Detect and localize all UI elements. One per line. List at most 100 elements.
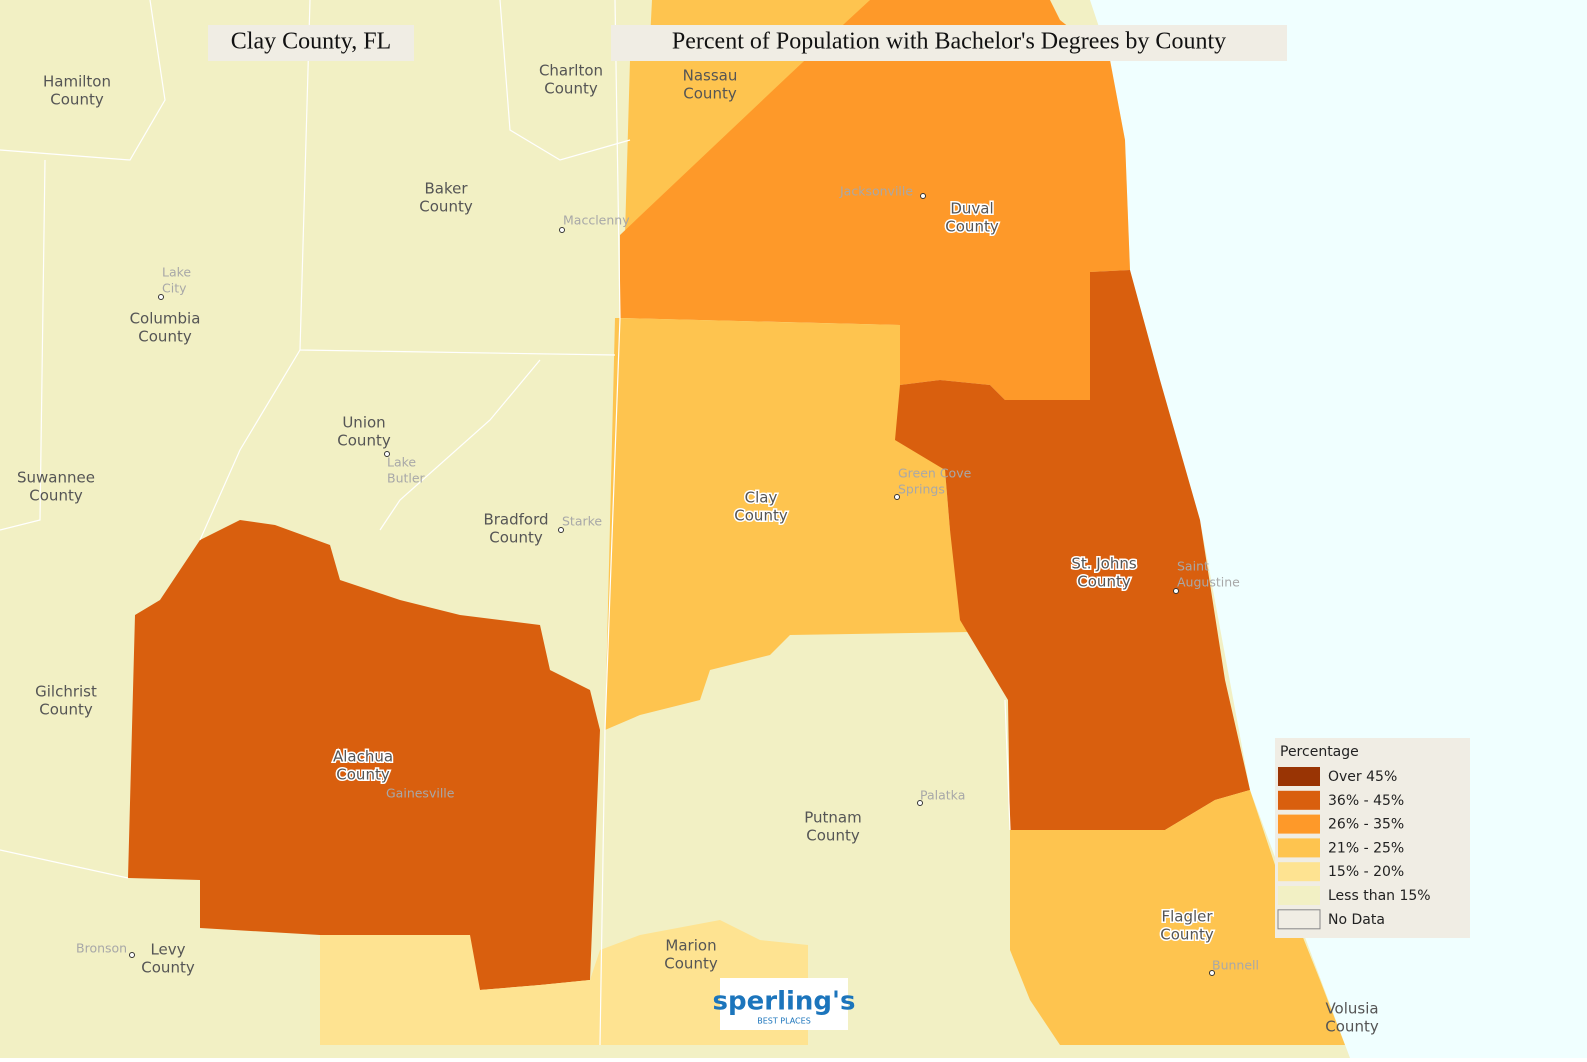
- duval: [620, 60, 1130, 400]
- city-dot: [1209, 970, 1215, 976]
- border: [0, 159, 46, 531]
- clay: [605, 318, 970, 730]
- county-label: Gilchrist: [35, 683, 97, 701]
- county-label: Clay: [745, 489, 778, 507]
- county-label: Hamilton: [43, 73, 111, 91]
- border: [379, 359, 541, 531]
- city-label: Lake: [162, 265, 191, 280]
- legend-title: Percentage: [1280, 744, 1359, 760]
- flagler: [1010, 790, 1345, 1045]
- logo-tagline: BEST PLACES: [757, 1017, 811, 1026]
- legend-swatch: [1278, 886, 1320, 905]
- legend-label: Over 45%: [1328, 769, 1397, 785]
- city-label: Lake: [387, 455, 416, 470]
- county-label: Levy: [150, 941, 185, 959]
- county-label: County: [806, 827, 860, 845]
- legend-swatch: [1278, 838, 1320, 858]
- county-label: County: [1160, 926, 1214, 944]
- city-label: Jacksonville: [839, 184, 913, 199]
- city-label: City: [162, 281, 187, 296]
- city-label: Palatka: [920, 788, 965, 803]
- county-label: County: [337, 432, 391, 450]
- city-dot: [129, 952, 135, 958]
- logo-box: [720, 978, 848, 1030]
- border: [0, 0, 166, 161]
- city-label: Butler: [387, 471, 426, 486]
- border: [199, 349, 301, 541]
- county-label: Bradford: [483, 511, 548, 529]
- city-label: Starke: [562, 514, 602, 529]
- county-label: Marion: [665, 937, 716, 955]
- city-label: Saint: [1177, 559, 1209, 574]
- city-dot: [384, 451, 390, 457]
- city-dot: [158, 294, 164, 300]
- county-label: Putnam: [804, 809, 861, 827]
- city-label: Springs: [898, 482, 945, 497]
- city-label: Gainesville: [386, 786, 455, 801]
- title-right: Percent of Population with Bachelor's De…: [672, 29, 1226, 55]
- county-label: County: [141, 959, 195, 977]
- county-label: County: [544, 80, 598, 98]
- city-dot: [559, 227, 565, 233]
- county-label: Duval: [950, 200, 993, 218]
- county-label: Baker: [424, 180, 468, 198]
- city-label: Bronson: [76, 941, 127, 956]
- border: [1004, 699, 1011, 831]
- city-dot: [894, 494, 900, 500]
- logo-name: sperling's: [713, 987, 856, 1017]
- county-label: County: [1077, 573, 1131, 591]
- city-label: Macclenny: [563, 213, 630, 228]
- marion: [320, 920, 808, 1045]
- city-label: Green Cove: [898, 466, 972, 481]
- county-label: Flagler: [1161, 908, 1213, 926]
- county-label: County: [945, 218, 999, 236]
- legend-label: Less than 15%: [1328, 888, 1431, 904]
- legend-label: 36% - 45%: [1328, 793, 1404, 809]
- border: [599, 0, 621, 1046]
- legend-label: No Data: [1328, 912, 1385, 928]
- title-box: [208, 25, 414, 61]
- labels: HamiltonCountyCharltonCountyNassauCounty…: [17, 62, 1379, 1036]
- title-left: Clay County, FL: [231, 29, 391, 55]
- county-label: County: [419, 198, 473, 216]
- legend-label: 26% - 35%: [1328, 817, 1404, 833]
- legend-label: 21% - 25%: [1328, 840, 1404, 856]
- county-label: St. Johns: [1071, 555, 1137, 573]
- county-label: County: [489, 529, 543, 547]
- county-label: County: [664, 955, 718, 973]
- legend-swatch: [1278, 862, 1320, 882]
- city-label: Augustine: [1177, 575, 1240, 590]
- city-dot: [920, 193, 926, 199]
- county-label: Nassau: [683, 67, 738, 85]
- city-label: Bunnell: [1212, 958, 1259, 973]
- county-label: Volusia: [1325, 1000, 1378, 1018]
- legend-swatch: [1278, 790, 1320, 810]
- border: [499, 0, 631, 161]
- city-dot: [917, 800, 923, 806]
- legend-swatch: [1278, 767, 1320, 786]
- county-label: Union: [342, 414, 385, 432]
- legend-swatch: [1277, 909, 1321, 930]
- county-label: County: [39, 701, 93, 719]
- border: [0, 849, 129, 879]
- legend-label: 15% - 20%: [1328, 864, 1404, 880]
- county-label: Suwannee: [17, 469, 95, 487]
- county-label: County: [734, 507, 788, 525]
- city-dot: [558, 527, 564, 533]
- city-dot: [1173, 588, 1179, 594]
- county-label: County: [336, 766, 390, 784]
- county-label: County: [1325, 1018, 1379, 1036]
- legend: Over 45% 36% - 45% 26% - 35% 21% - 25% 15% -…: [1277, 767, 1431, 930]
- county-label: Charlton: [539, 62, 603, 80]
- county-label: County: [50, 91, 104, 109]
- alachua: [128, 520, 600, 990]
- title-box: [611, 25, 1287, 61]
- county-label: County: [138, 328, 192, 346]
- county-label: Columbia: [130, 310, 201, 328]
- legend-swatch: [1278, 814, 1320, 834]
- county-label: County: [29, 487, 83, 505]
- st-johns: [895, 270, 1250, 830]
- county-label: Alachua: [333, 748, 393, 766]
- county-label: County: [683, 85, 737, 103]
